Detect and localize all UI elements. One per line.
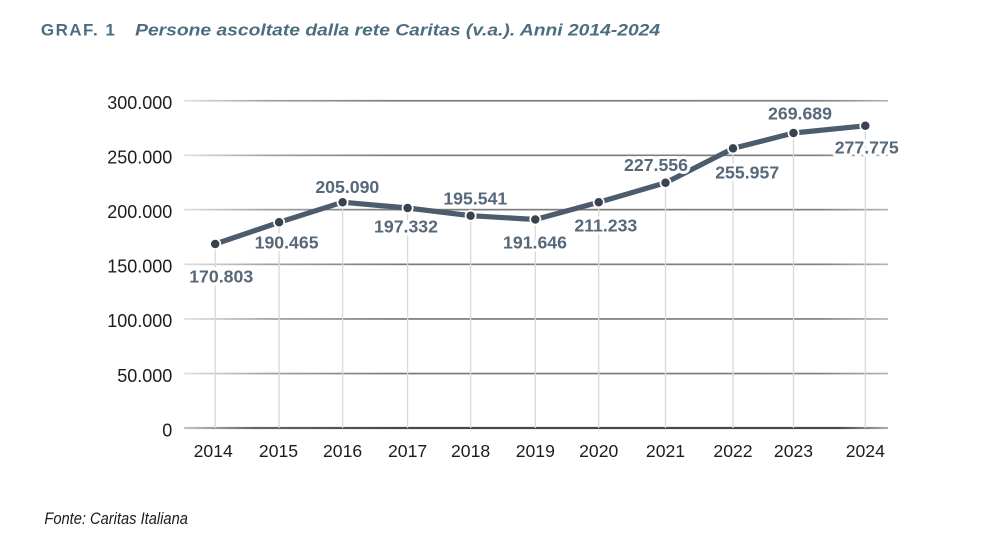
svg-text:277.775: 277.775 [835,138,899,158]
svg-text:200.000: 200.000 [107,202,172,222]
svg-text:197.332: 197.332 [374,217,438,237]
svg-text:2018: 2018 [451,441,490,461]
svg-text:211.233: 211.233 [574,215,637,235]
svg-text:255.957: 255.957 [715,163,779,183]
svg-text:Persone ascoltate dalla rete C: Persone ascoltate dalla rete Caritas (v.… [135,20,661,39]
svg-text:250.000: 250.000 [107,148,172,168]
svg-text:191.646: 191.646 [503,233,567,253]
svg-text:2014: 2014 [194,441,233,461]
svg-text:2019: 2019 [516,441,555,461]
svg-text:2021: 2021 [646,441,685,461]
svg-text:170.803: 170.803 [189,266,253,286]
svg-text:2020: 2020 [579,441,618,461]
svg-text:227.556: 227.556 [624,155,688,175]
svg-text:100.000: 100.000 [107,311,172,331]
svg-text:195.541: 195.541 [443,189,507,209]
svg-text:190.465: 190.465 [255,232,319,252]
svg-text:269.689: 269.689 [768,104,832,124]
svg-text:2023: 2023 [774,441,813,461]
svg-text:2017: 2017 [388,441,427,461]
svg-text:2024: 2024 [846,441,885,461]
svg-text:50.000: 50.000 [117,366,172,386]
svg-text:2015: 2015 [259,441,298,461]
svg-text:2022: 2022 [713,441,752,461]
svg-text:Fonte: Caritas Italiana: Fonte: Caritas Italiana [44,509,188,528]
svg-text:300.000: 300.000 [107,93,172,113]
svg-text:GRAF. 1: GRAF. 1 [41,20,115,39]
svg-text:0: 0 [162,421,172,441]
svg-text:2016: 2016 [323,441,362,461]
svg-text:205.090: 205.090 [315,177,379,197]
svg-text:150.000: 150.000 [107,257,172,277]
